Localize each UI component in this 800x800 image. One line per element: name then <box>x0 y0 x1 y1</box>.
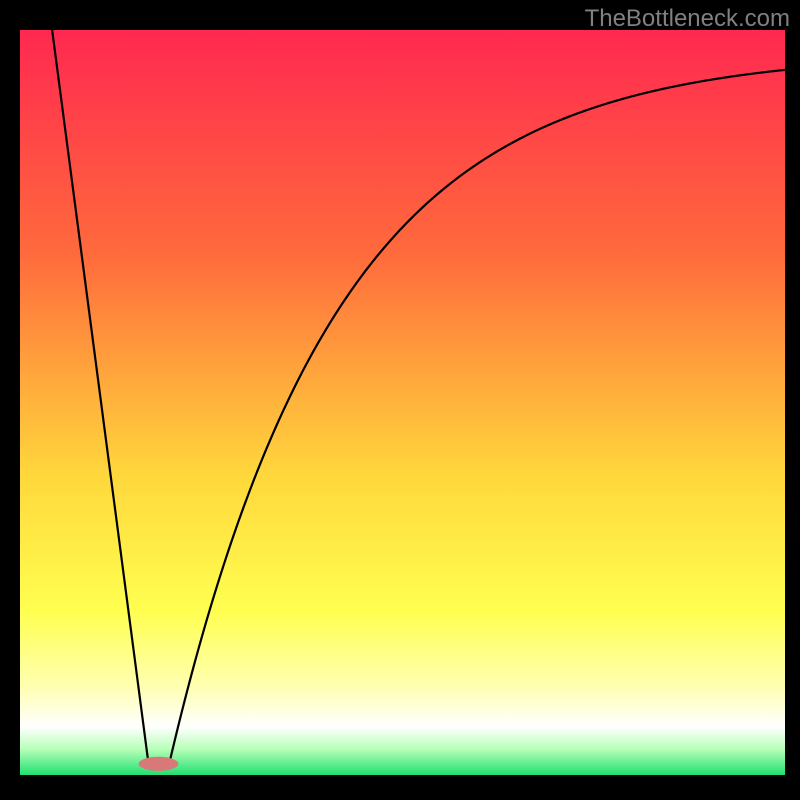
chart-svg: TheBottleneck.com <box>0 0 800 800</box>
optimal-marker <box>139 757 179 771</box>
watermark-text: TheBottleneck.com <box>585 5 790 32</box>
bottleneck-chart: TheBottleneck.com <box>0 0 800 800</box>
